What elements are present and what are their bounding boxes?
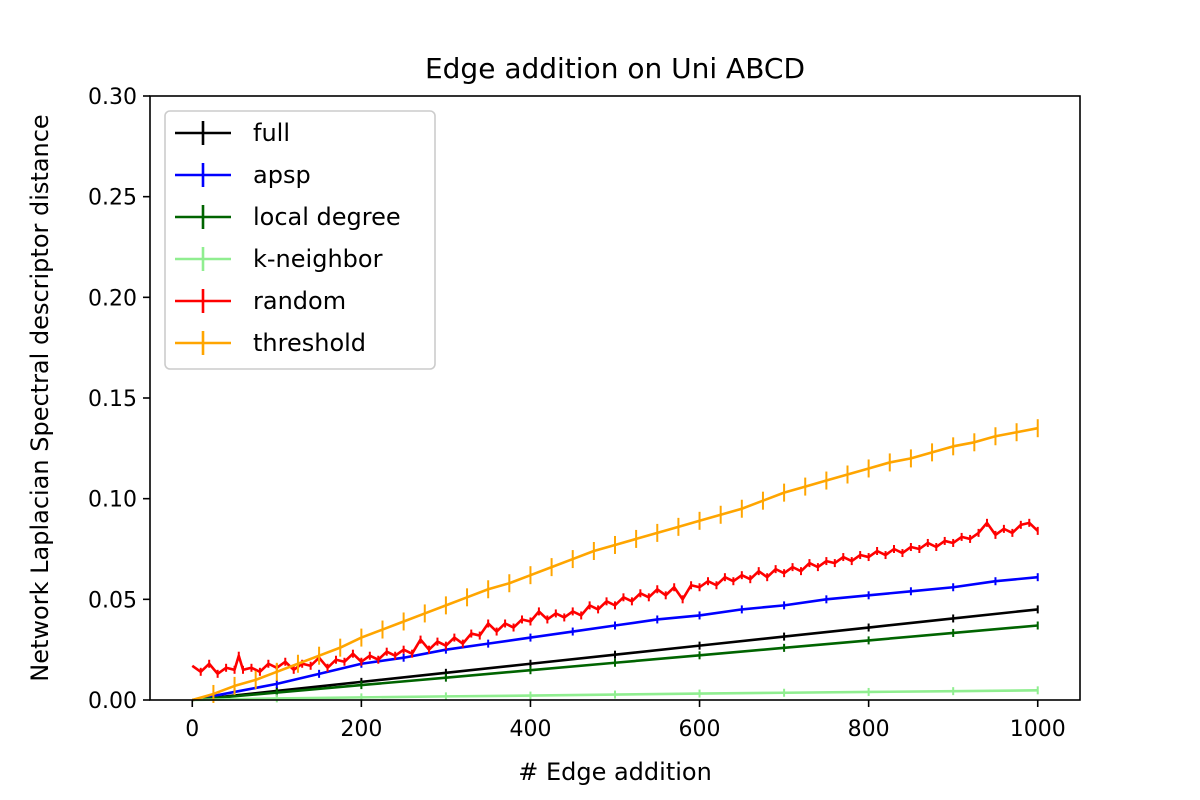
series-full xyxy=(192,605,1039,702)
legend-item-random: random xyxy=(175,287,346,315)
legend-label: apsp xyxy=(253,161,311,189)
y-tick-label: 0.25 xyxy=(88,186,137,211)
legend: full apsp local degree k-neighbor random thre… xyxy=(164,110,436,370)
y-tick-label: 0.30 xyxy=(88,85,137,110)
legend-item-full: full xyxy=(175,119,290,147)
x-tick-label: 200 xyxy=(340,717,382,742)
legend-label: random xyxy=(253,287,346,315)
y-tick-label: 0.20 xyxy=(88,286,137,311)
y-tick-label: 0.00 xyxy=(88,689,137,714)
x-tick-label: 800 xyxy=(848,717,890,742)
legend-label: full xyxy=(253,119,290,147)
series-threshold xyxy=(191,419,1039,703)
legend-item-threshold: threshold xyxy=(175,329,366,357)
legend-box xyxy=(164,110,436,370)
y-axis: 0.00 0.05 0.10 0.15 0.20 0.25 0.30 xyxy=(88,85,150,714)
legend-item-apsp: apsp xyxy=(175,161,311,189)
chart-title: Edge addition on Uni ABCD xyxy=(425,52,805,85)
x-axis: 0 200 400 600 800 1000 xyxy=(185,700,1066,742)
y-tick-label: 0.10 xyxy=(88,488,137,513)
legend-label: threshold xyxy=(253,329,366,357)
legend-item-k-neighbor: k-neighbor xyxy=(175,245,383,273)
series-line-random xyxy=(191,521,1039,676)
x-tick-label: 1000 xyxy=(1010,717,1066,742)
x-tick-label: 600 xyxy=(679,717,721,742)
series-random xyxy=(191,518,1039,678)
x-tick-label: 0 xyxy=(185,717,199,742)
legend-label: k-neighbor xyxy=(253,245,383,273)
y-tick-label: 0.05 xyxy=(88,588,137,613)
y-tick-label: 0.15 xyxy=(88,387,137,412)
y-axis-label: Network Laplacian Spectral descriptor di… xyxy=(26,114,54,681)
series-line-apsp xyxy=(192,575,1038,702)
plot-area xyxy=(149,95,1081,703)
x-tick-label: 400 xyxy=(509,717,551,742)
series-local-degree xyxy=(192,621,1039,702)
x-axis-label: # Edge addition xyxy=(518,758,712,786)
legend-label: local degree xyxy=(253,203,401,231)
legend-item-local-degree: local degree xyxy=(175,203,401,231)
